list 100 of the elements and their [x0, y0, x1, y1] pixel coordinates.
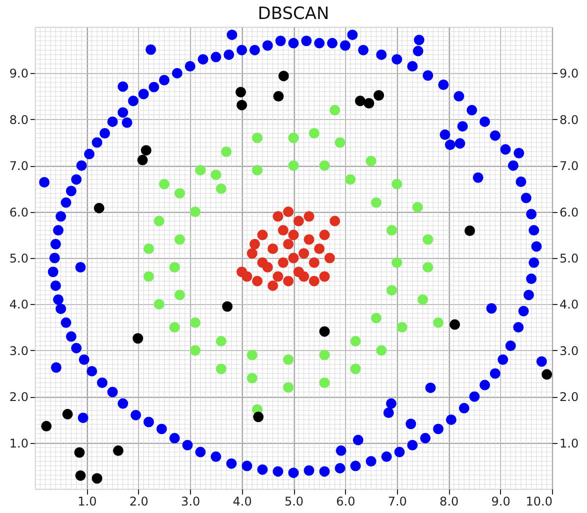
- point: [364, 98, 374, 108]
- point: [222, 301, 233, 312]
- point: [374, 90, 384, 101]
- point: [257, 230, 268, 240]
- point: [190, 317, 201, 328]
- point: [298, 271, 310, 282]
- point: [112, 445, 124, 456]
- point: [74, 447, 85, 458]
- point: [257, 257, 268, 268]
- point: [334, 137, 346, 148]
- point: [370, 197, 382, 208]
- point: [308, 257, 320, 268]
- point: [319, 230, 330, 240]
- x-tick-label: 2.0: [129, 494, 148, 508]
- point: [174, 188, 186, 199]
- point: [174, 234, 186, 245]
- point: [288, 132, 299, 144]
- point: [345, 174, 356, 185]
- point: [169, 262, 180, 272]
- point: [154, 216, 164, 226]
- point: [433, 317, 444, 328]
- point: [75, 470, 86, 481]
- point: [246, 350, 258, 360]
- point: [319, 350, 330, 360]
- point: [366, 156, 376, 166]
- point: [293, 216, 304, 226]
- point: [350, 336, 361, 346]
- point: [221, 146, 232, 157]
- point: [386, 285, 397, 296]
- point: [418, 294, 428, 305]
- point: [422, 262, 434, 272]
- point: [143, 244, 154, 254]
- y2-tick-label: 2.0: [560, 390, 579, 404]
- point: [273, 91, 284, 102]
- point: [190, 206, 201, 218]
- point: [319, 326, 330, 337]
- y-tick-label: 2.0: [9, 390, 28, 404]
- point: [268, 280, 278, 291]
- point: [140, 145, 152, 156]
- point: [396, 322, 408, 333]
- point: [450, 319, 460, 330]
- point: [319, 160, 330, 171]
- point: [236, 86, 246, 98]
- point: [174, 290, 186, 300]
- chart-title: DBSCAN: [258, 4, 330, 24]
- point: [422, 234, 434, 245]
- y-tick-label: 5.0: [9, 252, 28, 266]
- point: [236, 266, 248, 278]
- point: [94, 202, 104, 214]
- point: [246, 372, 258, 384]
- point: [246, 248, 258, 259]
- point: [542, 369, 552, 380]
- point: [41, 420, 52, 432]
- point: [137, 154, 148, 166]
- point: [324, 252, 335, 264]
- point: [272, 271, 284, 282]
- point: [288, 160, 299, 171]
- point: [319, 378, 330, 388]
- y-tick-label: 8.0: [9, 112, 28, 127]
- point: [376, 345, 387, 356]
- x-tick-label: 5.0: [284, 494, 304, 508]
- point: [216, 183, 226, 194]
- point: [210, 170, 222, 180]
- point: [370, 312, 382, 324]
- point: [392, 178, 402, 190]
- point: [268, 244, 278, 254]
- point: [278, 70, 289, 82]
- x-tick-label: 10.0: [526, 494, 552, 508]
- point: [249, 238, 260, 250]
- point: [278, 257, 288, 268]
- y2-tick-label: 7.0: [560, 159, 579, 174]
- point: [283, 238, 294, 250]
- y2-tick-label: 4.0: [560, 298, 579, 312]
- y-tick-label: 7.0: [9, 159, 28, 174]
- point: [154, 298, 164, 310]
- point: [159, 178, 170, 190]
- y2-tick-label: 1.0: [560, 436, 579, 450]
- point: [330, 104, 340, 116]
- y2-tick-label: 3.0: [560, 344, 579, 358]
- point: [278, 225, 288, 236]
- point: [272, 211, 284, 222]
- point: [216, 336, 226, 346]
- y-tick-label: 4.0: [9, 298, 28, 312]
- y-tick-label: 9.0: [9, 66, 28, 81]
- point: [62, 408, 73, 420]
- point: [308, 276, 320, 286]
- x-tick-label: 4.0: [232, 494, 252, 508]
- point: [195, 164, 206, 176]
- x-tick-label: 7.0: [388, 494, 407, 508]
- point: [288, 230, 299, 240]
- y2-tick-label: 9.0: [560, 66, 579, 81]
- point: [298, 248, 310, 259]
- point: [252, 276, 263, 286]
- point: [288, 252, 299, 264]
- point: [350, 364, 361, 374]
- point: [314, 244, 325, 254]
- point: [308, 128, 320, 138]
- point: [190, 345, 201, 356]
- point: [330, 216, 340, 226]
- point: [412, 202, 423, 212]
